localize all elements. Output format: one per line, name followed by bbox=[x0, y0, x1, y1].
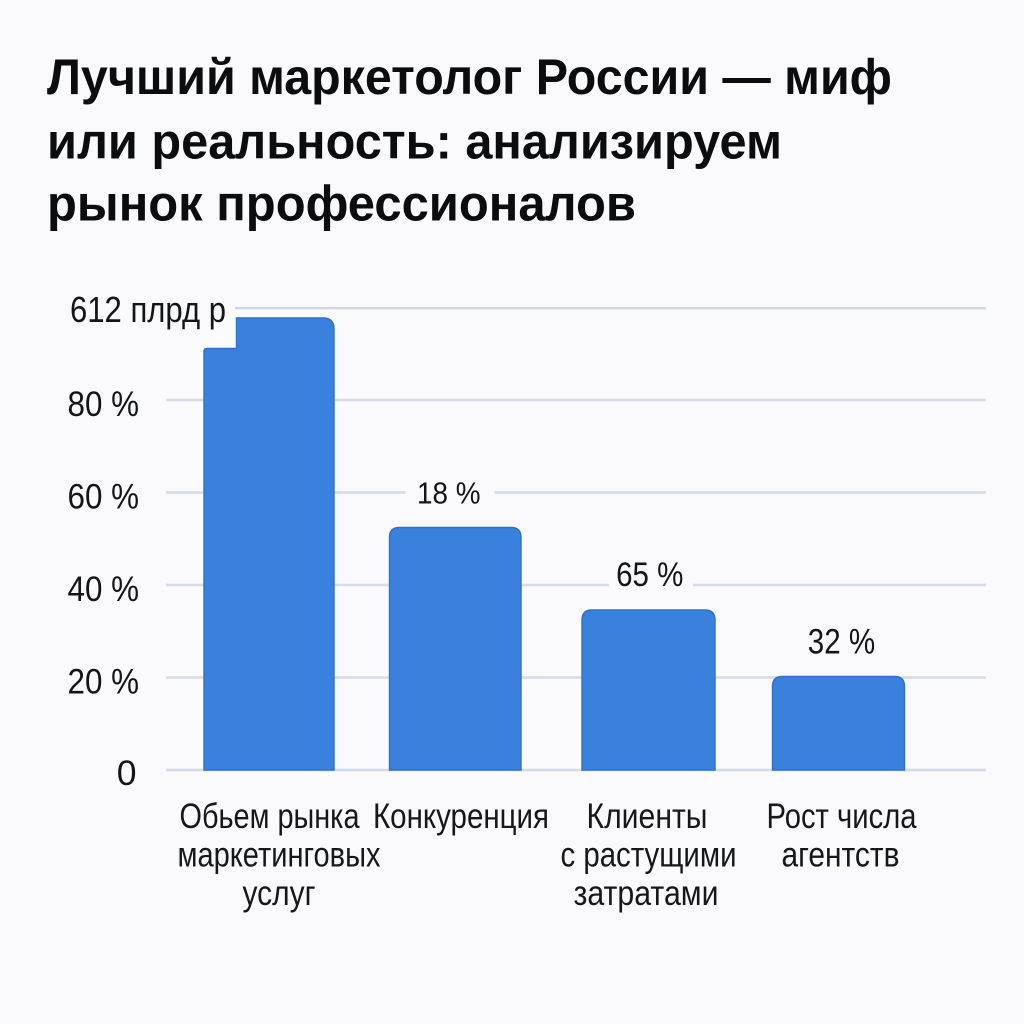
svg-text:Лучший маркетолог России — миф: Лучший маркетолог России — миф bbox=[47, 49, 892, 105]
svg-text:или реальность: анализируем: или реальность: анализируем bbox=[47, 114, 782, 170]
svg-text:Рост числа: Рост числа bbox=[767, 796, 917, 836]
svg-text:40 %: 40 % bbox=[68, 569, 140, 609]
svg-text:0: 0 bbox=[117, 753, 137, 793]
svg-text:Обьем рынка: Обьем рынка bbox=[180, 796, 360, 836]
svg-text:Клиенты: Клиенты bbox=[587, 796, 708, 836]
svg-text:65 %: 65 % bbox=[616, 556, 683, 594]
svg-text:60 %: 60 % bbox=[68, 477, 140, 517]
svg-text:18 %: 18 % bbox=[417, 476, 481, 511]
svg-text:затратами: затратами bbox=[574, 873, 719, 913]
svg-text:612 плрд р: 612 плрд р bbox=[70, 289, 226, 330]
svg-text:маркетинговых: маркетинговых bbox=[178, 835, 381, 875]
svg-text:80 %: 80 % bbox=[68, 384, 140, 424]
svg-text:рынок профессионалов: рынок профессионалов bbox=[47, 176, 636, 232]
svg-text:20 %: 20 % bbox=[68, 662, 140, 702]
svg-text:с растущими: с растущими bbox=[561, 835, 737, 875]
svg-text:услуг: услуг bbox=[243, 873, 316, 913]
svg-text:32 %: 32 % bbox=[808, 622, 875, 661]
svg-text:агентств: агентств bbox=[782, 835, 900, 875]
svg-text:Конкуренция: Конкуренция bbox=[373, 796, 549, 836]
